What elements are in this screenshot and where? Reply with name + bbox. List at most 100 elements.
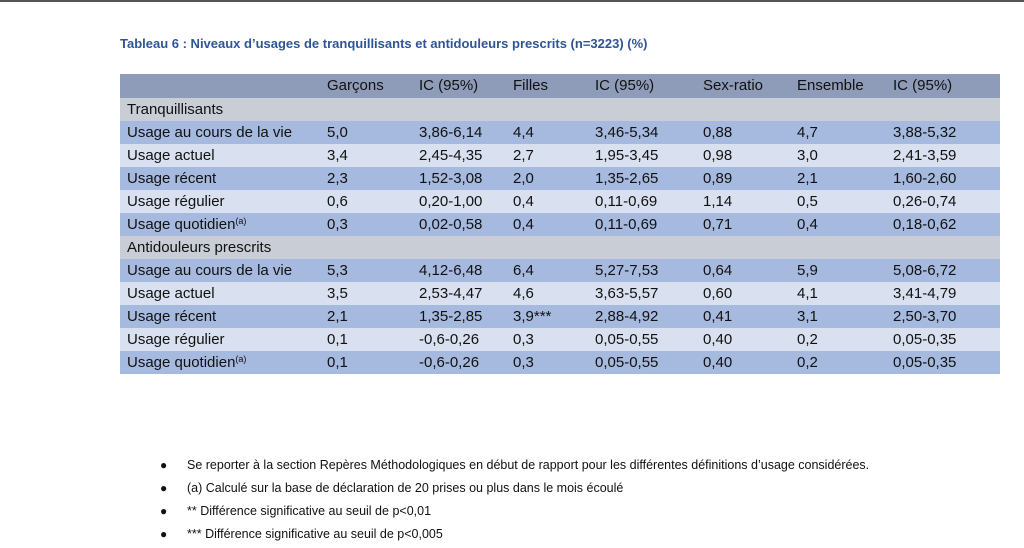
- footnote-item: ● Se reporter à la section Repères Méthod…: [160, 456, 1000, 479]
- table-cell: -0,6-0,26: [412, 328, 506, 351]
- table-cell: 0,05-0,55: [588, 351, 696, 374]
- section-row: Tranquillisants: [120, 98, 1000, 121]
- table-cell: 5,9: [790, 259, 886, 282]
- row-label-cell: Usage actuel: [120, 282, 320, 305]
- table-row: Usage récent 2,3 1,52-3,08 2,0 1,35-2,65 0,89…: [120, 167, 1000, 190]
- table-cell: 6,4: [506, 259, 588, 282]
- table-cell: 3,86-6,14: [412, 121, 506, 144]
- table-cell: 0,2: [790, 351, 886, 374]
- table-cell: 1,95-3,45: [588, 144, 696, 167]
- table-cell: 0,3: [506, 351, 588, 374]
- table-cell: 1,35-2,65: [588, 167, 696, 190]
- table-cell: 3,5: [320, 282, 412, 305]
- row-label: Usage au cours de la vie: [127, 262, 293, 279]
- table-cell: 4,7: [790, 121, 886, 144]
- row-label-cell: Usage récent: [120, 305, 320, 328]
- table-cell: 0,20-1,00: [412, 190, 506, 213]
- footnote-marker: (a): [235, 354, 247, 364]
- table-cell: 0,26-0,74: [886, 190, 1000, 213]
- row-label: Usage régulier: [127, 193, 225, 210]
- table-cell: -0,6-0,26: [412, 351, 506, 374]
- table-cell: 0,18-0,62: [886, 213, 1000, 236]
- table-row: Usage actuel 3,5 2,53-4,47 4,6 3,63-5,57 0,60…: [120, 282, 1000, 305]
- table-cell: 5,27-7,53: [588, 259, 696, 282]
- table-cell: 0,05-0,35: [886, 328, 1000, 351]
- table-cell: 5,3: [320, 259, 412, 282]
- table-cell: 0,60: [696, 282, 790, 305]
- table-cell: 3,41-4,79: [886, 282, 1000, 305]
- table-row: Usage au cours de la vie 5,3 4,12-6,48 6,4 5…: [120, 259, 1000, 282]
- table-cell: 4,6: [506, 282, 588, 305]
- table-cell: 0,40: [696, 328, 790, 351]
- usage-table: Garçons IC (95%) Filles IC (95%) Sex-rat…: [120, 74, 1000, 374]
- section-row: Antidouleurs prescrits: [120, 236, 1000, 259]
- row-label-cell: Usage récent: [120, 167, 320, 190]
- column-header: IC (95%): [588, 74, 696, 98]
- table-cell: 1,14: [696, 190, 790, 213]
- table-cell: 0,11-0,69: [588, 213, 696, 236]
- table-cell: 3,46-5,34: [588, 121, 696, 144]
- footnote-text: ** Différence significative au seuil de …: [187, 504, 432, 518]
- table-title: Tableau 6 : Niveaux d’usages de tranquil…: [120, 36, 648, 51]
- row-label-cell: Usage régulier: [120, 190, 320, 213]
- table-cell: 0,02-0,58: [412, 213, 506, 236]
- table-cell: 3,63-5,57: [588, 282, 696, 305]
- table-cell: 0,3: [506, 328, 588, 351]
- footnote-item: ● *** Différence significative au seuil d…: [160, 525, 1000, 548]
- table-cell: 0,98: [696, 144, 790, 167]
- bullet-icon: ●: [160, 504, 168, 518]
- table-cell: 4,12-6,48: [412, 259, 506, 282]
- table-cell: 1,60-2,60: [886, 167, 1000, 190]
- footnote-text: Se reporter à la section Repères Méthodo…: [187, 458, 870, 472]
- table-cell: 2,50-3,70: [886, 305, 1000, 328]
- column-header: [120, 74, 320, 98]
- table-cell: 3,88-5,32: [886, 121, 1000, 144]
- column-header: Ensemble: [790, 74, 886, 98]
- table-row: Usage récent 2,1 1,35-2,85 3,9*** 2,88-4,92 0…: [120, 305, 1000, 328]
- table-body: Tranquillisants Usage au cours de la vie 5…: [120, 98, 1000, 374]
- row-label-cell: Usage régulier: [120, 328, 320, 351]
- table-cell: 0,05-0,35: [886, 351, 1000, 374]
- table-cell: 2,1: [790, 167, 886, 190]
- footnote-item: ● (a) Calculé sur la base de déclaration …: [160, 479, 1000, 502]
- table-cell: 0,4: [790, 213, 886, 236]
- row-label: Usage actuel: [127, 285, 215, 302]
- table-row: Usage au cours de la vie 5,0 3,86-6,14 4,4 3…: [120, 121, 1000, 144]
- row-label-cell: Usage quotidien(a): [120, 351, 320, 374]
- footnote-text: (a) Calculé sur la base de déclaration d…: [187, 481, 624, 495]
- table-cell: 0,6: [320, 190, 412, 213]
- table-cell: 0,71: [696, 213, 790, 236]
- footnote-item: ● ** Différence significative au seuil de…: [160, 502, 1000, 525]
- column-header: Filles: [506, 74, 588, 98]
- row-label: Usage régulier: [127, 331, 225, 348]
- footnote-marker: (a): [235, 216, 247, 226]
- table-cell: 2,1: [320, 305, 412, 328]
- section-title: Tranquillisants: [120, 98, 1000, 121]
- column-header: Garçons: [320, 74, 412, 98]
- header-row: Garçons IC (95%) Filles IC (95%) Sex-rat…: [120, 74, 1000, 98]
- table-cell: 0,11-0,69: [588, 190, 696, 213]
- row-label: Usage récent: [127, 170, 217, 187]
- table-cell: 4,1: [790, 282, 886, 305]
- column-header: Sex-ratio: [696, 74, 790, 98]
- table-cell: 3,1: [790, 305, 886, 328]
- table-cell: 0,5: [790, 190, 886, 213]
- table-row: Usage quotidien(a) 0,1 -0,6-0,26 0,3 0,05-0,…: [120, 351, 1000, 374]
- table-cell: 0,05-0,55: [588, 328, 696, 351]
- table-cell: 0,4: [506, 190, 588, 213]
- footnotes-list: ● Se reporter à la section Repères Méthod…: [160, 456, 1000, 548]
- column-header: IC (95%): [886, 74, 1000, 98]
- table-cell: 3,0: [790, 144, 886, 167]
- row-label-cell: Usage au cours de la vie: [120, 259, 320, 282]
- table-cell: 3,9***: [506, 305, 588, 328]
- table-cell: 1,35-2,85: [412, 305, 506, 328]
- table-row: Usage régulier 0,6 0,20-1,00 0,4 0,11-0,69 1,…: [120, 190, 1000, 213]
- row-label-cell: Usage quotidien(a): [120, 213, 320, 236]
- row-label: Usage quotidien: [127, 216, 236, 233]
- top-border-rule: [0, 0, 1024, 2]
- table-cell: 2,41-3,59: [886, 144, 1000, 167]
- table-cell: 0,1: [320, 328, 412, 351]
- bullet-icon: ●: [160, 458, 168, 472]
- row-label: Usage actuel: [127, 147, 215, 164]
